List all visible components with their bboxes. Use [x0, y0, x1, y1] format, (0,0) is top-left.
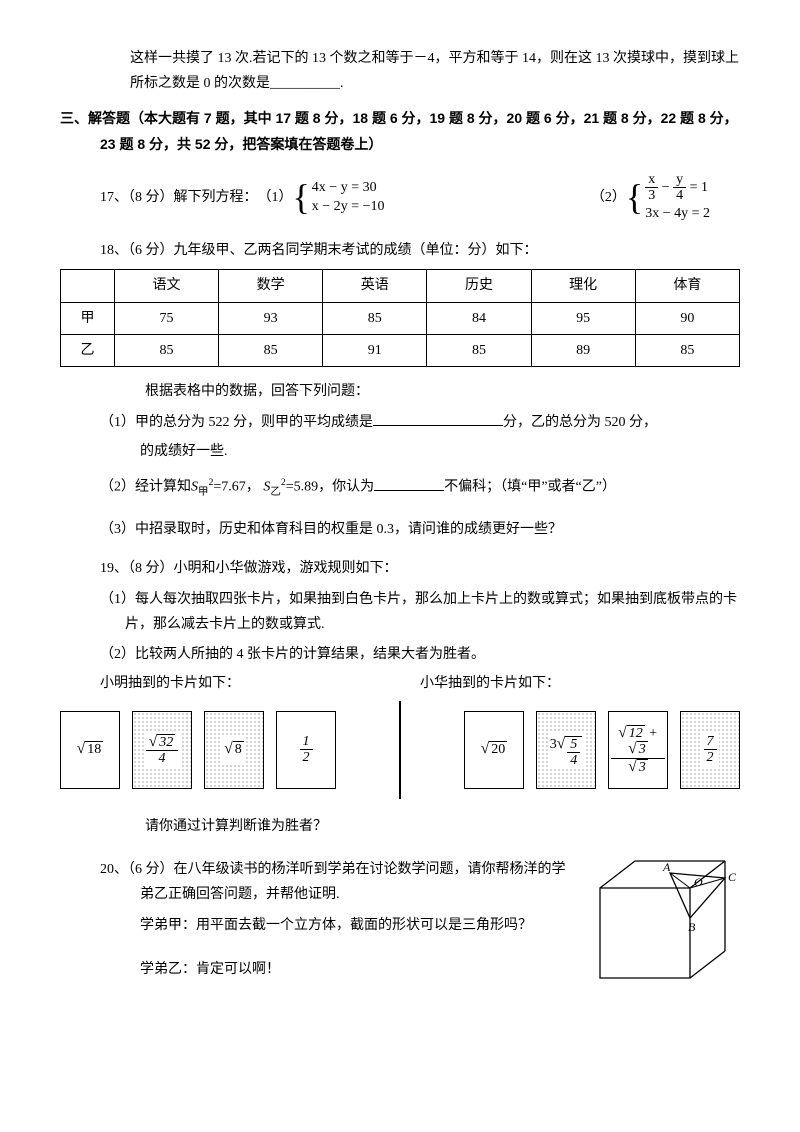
- td: 84: [427, 302, 531, 334]
- q17-sys1-line2: x − 2y = −10: [312, 197, 385, 217]
- th: 理化: [531, 270, 635, 302]
- q20-line2: 学弟乙：肯定可以啊！: [60, 957, 570, 982]
- question-20-prefix: 20、（6 分）在八年级读书的杨洋听到学弟在讨论数学问题，请你帮杨洋的学弟乙正确…: [60, 857, 570, 907]
- td: 93: [219, 302, 323, 334]
- table-row: 乙 85 85 91 85 89 85: [61, 334, 740, 366]
- table-header-row: 语文 数学 英语 历史 理化 体育: [61, 270, 740, 302]
- blank-field[interactable]: [374, 476, 444, 491]
- q17-sys1-line1: 4x − y = 30: [312, 178, 385, 198]
- q17-part2-label: （2）: [591, 185, 626, 210]
- scores-table: 语文 数学 英语 历史 理化 体育 甲 75 93 85 84 95 90 乙 …: [60, 269, 740, 367]
- q19-rule1: （1）每人每次抽取四张卡片，如果抽到白色卡片，那么加上卡片上的数或算式；如果抽到…: [60, 587, 740, 637]
- card: 3√54: [536, 711, 596, 789]
- td: 85: [427, 334, 531, 366]
- section-3-header: 三、解答题（本大题有 7 题，其中 17 题 8 分，18 题 6 分，19 题…: [60, 106, 740, 156]
- hua-cards: √203√54√12 + √3√372: [464, 711, 740, 789]
- brace-icon: {: [626, 179, 643, 215]
- card: 12: [276, 711, 336, 789]
- q18-part1-cont: 的成绩好一些.: [60, 439, 740, 464]
- td: 95: [531, 302, 635, 334]
- td: 91: [323, 334, 427, 366]
- q17-sys2-line2: 3x − 4y = 2: [645, 204, 710, 224]
- card: √324: [132, 711, 192, 789]
- q17-sys2-line1: x3 − y4 = 1: [645, 172, 710, 204]
- card: √12 + √3√3: [608, 711, 668, 789]
- th: 体育: [635, 270, 739, 302]
- q17-part1-label: （1）: [258, 185, 293, 210]
- th: 数学: [219, 270, 323, 302]
- label-O: O: [694, 875, 703, 889]
- td: 85: [114, 334, 218, 366]
- card: √8: [204, 711, 264, 789]
- q19-hua-label: 小华抽到的卡片如下：: [420, 671, 740, 696]
- q18-part3: （3）中招录取时，历史和体育科目的权重是 0.3，请问谁的成绩更好一些？: [60, 517, 740, 542]
- th: [61, 270, 115, 302]
- card: √18: [60, 711, 120, 789]
- cube-diagram: A C O B: [590, 853, 740, 993]
- question-17: 17、（8 分）解下列方程： （1） { 4x − y = 30 x − 2y …: [60, 172, 740, 223]
- td: 85: [219, 334, 323, 366]
- td: 90: [635, 302, 739, 334]
- th: 语文: [114, 270, 218, 302]
- blank-field[interactable]: [373, 411, 503, 426]
- question-19-prefix: 19、（8 分）小明和小华做游戏，游戏规则如下：: [60, 556, 740, 581]
- th: 历史: [427, 270, 531, 302]
- q18-part1: （1）甲的总分为 522 分，则甲的平均成绩是分，乙的总分为 520 分，: [60, 410, 740, 435]
- card: √20: [464, 711, 524, 789]
- q19-rule2: （2）比较两人所抽的 4 张卡片的计算结果，结果大者为胜者。: [60, 642, 740, 667]
- td: 乙: [61, 334, 115, 366]
- q19-ming-label: 小明抽到的卡片如下：: [100, 671, 420, 696]
- question-18-prefix: 18、（6 分）九年级甲、乙两名同学期末考试的成绩（单位：分）如下：: [60, 238, 740, 263]
- td: 85: [635, 334, 739, 366]
- td: 75: [114, 302, 218, 334]
- card: 72: [680, 711, 740, 789]
- q17-system-2: { x3 − y4 = 1 3x − 4y = 2: [626, 172, 710, 223]
- label-B: B: [688, 920, 696, 934]
- label-C: C: [728, 870, 737, 884]
- ming-cards: √18√324√812: [60, 711, 336, 789]
- q17-system-1: { 4x − y = 30 x − 2y = −10: [293, 178, 385, 217]
- td: 甲: [61, 302, 115, 334]
- intro-text: 这样一共摸了 13 次.若记下的 13 个数之和等于－4，平方和等于 14，则在…: [130, 51, 739, 91]
- q18-part2: （2）经计算知S甲2=7.67， S乙2=5.89，你认为不偏科；（填“甲”或者…: [60, 474, 740, 502]
- cards-area: √18√324√812 √203√54√12 + √3√372: [60, 711, 740, 789]
- th: 英语: [323, 270, 427, 302]
- label-A: A: [662, 860, 671, 874]
- q17-prefix: 17、（8 分）解下列方程：: [100, 185, 258, 210]
- td: 85: [323, 302, 427, 334]
- q19-ask: 请你通过计算判断谁为胜者？: [60, 814, 740, 839]
- card-divider: [399, 701, 401, 799]
- brace-icon: {: [293, 179, 310, 215]
- td: 89: [531, 334, 635, 366]
- table-row: 甲 75 93 85 84 95 90: [61, 302, 740, 334]
- q20-line1: 学弟甲：用平面去截一个立方体，截面的形状可以是三角形吗？: [60, 913, 570, 938]
- q18-lead: 根据表格中的数据，回答下列问题：: [60, 379, 740, 404]
- intro-paragraph: 这样一共摸了 13 次.若记下的 13 个数之和等于－4，平方和等于 14，则在…: [60, 46, 740, 96]
